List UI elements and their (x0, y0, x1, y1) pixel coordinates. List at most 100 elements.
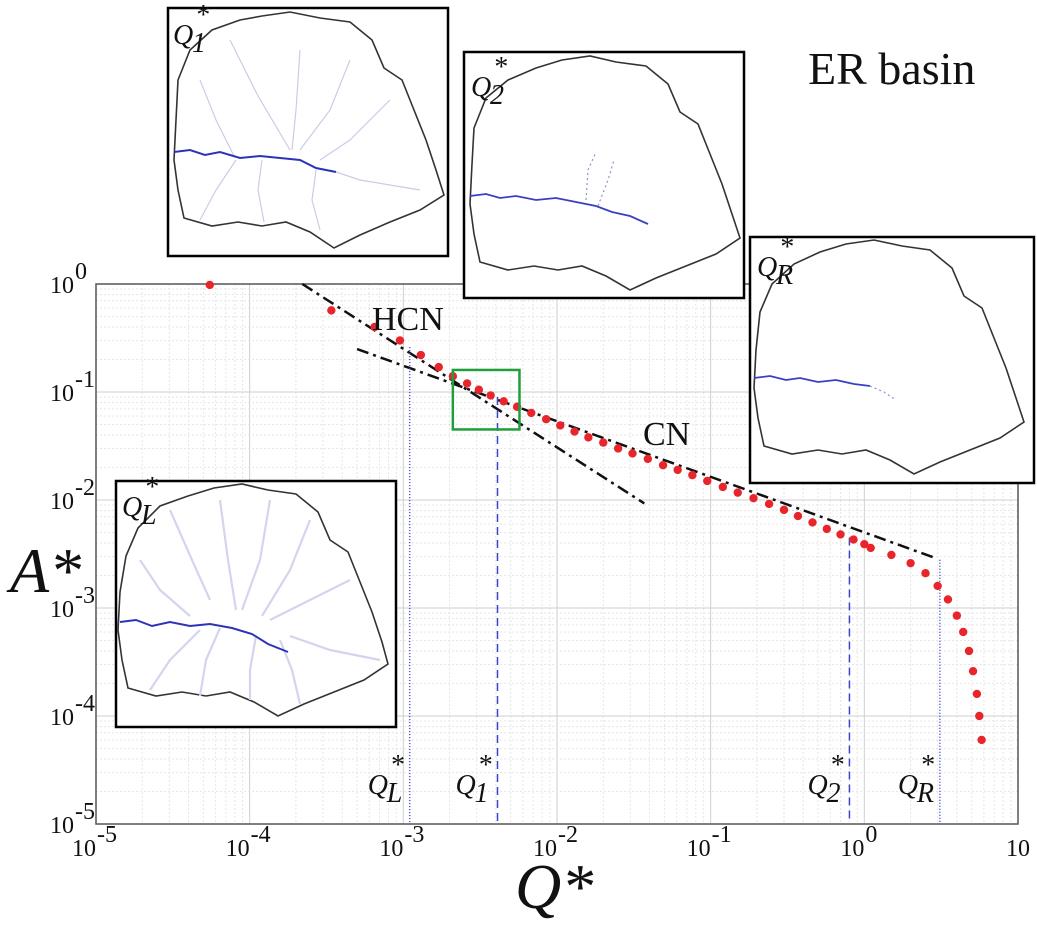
svg-text:10: 10 (50, 597, 74, 623)
data-point (764, 499, 774, 509)
data-point (541, 414, 551, 424)
svg-text:*: * (144, 472, 158, 503)
svg-text:-2: -2 (558, 822, 578, 848)
river-network (139, 499, 381, 705)
data-point (395, 336, 405, 345)
data-point (749, 493, 758, 503)
data-point (921, 569, 930, 578)
data-point (977, 735, 986, 745)
data-point (599, 438, 608, 447)
svg-text:-2: -2 (75, 475, 95, 501)
data-point (499, 397, 508, 406)
data-point (370, 322, 379, 332)
threshold-label-2: Q2* (807, 750, 843, 809)
svg-text:10: 10 (379, 836, 403, 862)
basin-outline (753, 239, 1025, 475)
svg-text:L: L (386, 778, 403, 809)
threshold-label-r: QR* (898, 750, 934, 809)
data-point (474, 385, 484, 394)
data-point (733, 488, 742, 497)
svg-text:R: R (916, 778, 934, 809)
data-point (673, 465, 682, 475)
svg-text:10: 10 (50, 273, 74, 299)
river-network (199, 39, 421, 231)
svg-text:Q: Q (807, 770, 827, 801)
svg-text:1: 1 (474, 778, 488, 809)
fit-label-hcn: HCN (372, 301, 444, 338)
svg-text:*: * (195, 0, 209, 31)
svg-text:Q: Q (173, 20, 193, 51)
data-point (718, 482, 728, 492)
threshold-label-1: Q1* (455, 750, 491, 809)
data-point (964, 646, 974, 656)
x-tick-label: 100 (840, 822, 877, 862)
data-point (906, 558, 915, 568)
data-point (703, 476, 712, 486)
svg-text:10: 10 (50, 381, 74, 407)
basin-outline (117, 483, 389, 717)
svg-text:-3: -3 (404, 822, 424, 848)
inset-panel-qr: Q R * (748, 232, 1036, 485)
inset-panel-ql: Q L * (114, 472, 398, 729)
svg-text:Q*: Q* (515, 851, 593, 922)
svg-text:Q: Q (122, 492, 142, 523)
inset-panel-q1: Q 1 * (166, 0, 450, 258)
svg-text:10: 10 (1006, 836, 1030, 862)
svg-text:-1: -1 (75, 367, 95, 393)
y-tick-label: 10-2 (50, 475, 95, 515)
data-point (860, 539, 869, 549)
threshold-lines: QL*Q1*Q2*QR* (368, 347, 941, 824)
svg-text:*: * (390, 750, 404, 781)
svg-text:Q: Q (368, 770, 388, 801)
data-point (643, 454, 653, 464)
svg-text:Q: Q (757, 252, 777, 283)
data-point (570, 427, 579, 436)
svg-text:Q: Q (471, 72, 491, 103)
main-channel (173, 148, 337, 173)
data-point (434, 362, 443, 372)
data-point (462, 379, 472, 388)
svg-text:-4: -4 (251, 822, 271, 848)
svg-text:L: L (140, 500, 157, 531)
data-point (887, 550, 896, 560)
x-tick-label: 10-4 (226, 822, 271, 862)
svg-text:A*: A* (6, 535, 81, 606)
data-point (779, 505, 789, 515)
data-point (836, 530, 845, 539)
x-tick-label: 10-3 (379, 822, 424, 862)
svg-text:Q: Q (455, 770, 475, 801)
svg-text:2: 2 (826, 778, 840, 809)
svg-text:10: 10 (840, 836, 864, 862)
y-tick-label: 10-1 (50, 367, 95, 407)
main-channel (753, 375, 871, 387)
svg-text:0: 0 (75, 259, 87, 285)
data-point (959, 627, 968, 637)
data-point (584, 433, 593, 442)
svg-text:-5: -5 (97, 822, 117, 848)
svg-text:10: 10 (50, 813, 74, 839)
basin-outline (469, 55, 741, 291)
y-tick-label: 10-3 (50, 583, 95, 623)
data-point (822, 524, 832, 534)
main-channel (119, 618, 289, 653)
svg-text:-5: -5 (75, 799, 95, 825)
svg-text:*: * (920, 750, 934, 781)
highlight-box (451, 368, 521, 431)
threshold-label-l: QL* (368, 750, 404, 809)
data-point (975, 711, 984, 721)
inset-panel-q2: Q 2 * (462, 50, 746, 300)
x-tick-label: 10 (1006, 836, 1030, 862)
y-tick-label: 10-5 (50, 799, 95, 839)
x-tick-label: 10-1 (687, 822, 732, 862)
svg-text:-3: -3 (75, 583, 95, 609)
svg-text:*: * (779, 232, 793, 263)
y-tick-label: 100 (50, 259, 87, 299)
fit-label-cn: CN (643, 416, 690, 453)
svg-text:10: 10 (687, 836, 711, 862)
data-point (972, 689, 982, 699)
svg-text:10: 10 (72, 836, 96, 862)
data-point (205, 280, 214, 290)
data-point (793, 511, 803, 521)
